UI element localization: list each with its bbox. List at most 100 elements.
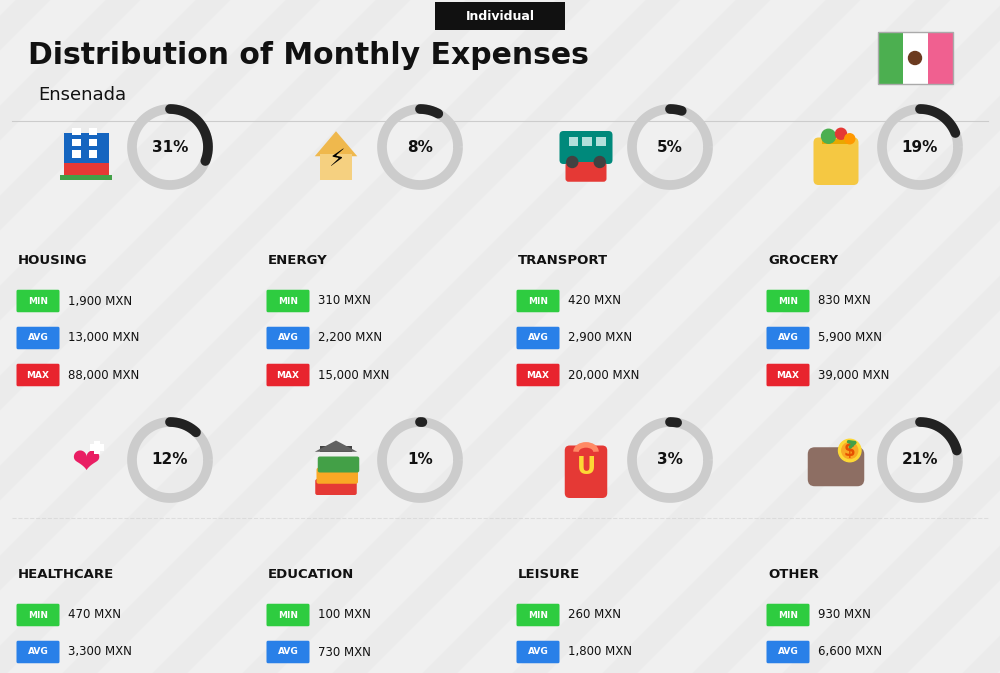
Bar xyxy=(902,32,928,84)
Text: 21%: 21% xyxy=(902,452,938,468)
Circle shape xyxy=(908,52,922,65)
Bar xyxy=(878,32,952,84)
Bar xyxy=(72,127,81,135)
Text: ⚡: ⚡ xyxy=(328,147,344,171)
Bar xyxy=(90,444,104,450)
Text: 5%: 5% xyxy=(657,139,683,155)
Text: 470 MXN: 470 MXN xyxy=(68,608,121,621)
Bar xyxy=(89,139,97,146)
Bar xyxy=(72,139,81,146)
Text: AVG: AVG xyxy=(528,334,548,343)
FancyBboxPatch shape xyxy=(16,290,60,312)
Text: MIN: MIN xyxy=(28,610,48,620)
Text: 310 MXN: 310 MXN xyxy=(318,295,371,308)
FancyBboxPatch shape xyxy=(316,468,358,484)
Text: 5,900 MXN: 5,900 MXN xyxy=(818,332,882,345)
FancyBboxPatch shape xyxy=(808,448,864,487)
Text: 12%: 12% xyxy=(152,452,188,468)
Bar xyxy=(94,441,100,454)
Text: MAX: MAX xyxy=(276,371,300,380)
FancyBboxPatch shape xyxy=(767,604,810,627)
Text: 39,000 MXN: 39,000 MXN xyxy=(818,369,889,382)
Text: AVG: AVG xyxy=(278,334,298,343)
Text: HEALTHCARE: HEALTHCARE xyxy=(18,569,114,581)
Text: GROCERY: GROCERY xyxy=(768,254,838,267)
Text: HOUSING: HOUSING xyxy=(18,254,88,267)
Text: 930 MXN: 930 MXN xyxy=(818,608,871,621)
Circle shape xyxy=(567,157,578,168)
FancyBboxPatch shape xyxy=(315,479,357,495)
Text: ENERGY: ENERGY xyxy=(268,254,328,267)
FancyBboxPatch shape xyxy=(16,604,60,627)
Text: LEISURE: LEISURE xyxy=(518,569,580,581)
FancyBboxPatch shape xyxy=(516,604,560,627)
Text: 13,000 MXN: 13,000 MXN xyxy=(68,332,139,345)
FancyBboxPatch shape xyxy=(767,363,810,386)
Text: AVG: AVG xyxy=(28,647,48,656)
Text: $: $ xyxy=(844,441,856,460)
Text: EDUCATION: EDUCATION xyxy=(268,569,354,581)
Text: AVG: AVG xyxy=(778,334,798,343)
FancyBboxPatch shape xyxy=(266,363,310,386)
Text: 15,000 MXN: 15,000 MXN xyxy=(318,369,389,382)
Text: 830 MXN: 830 MXN xyxy=(818,295,871,308)
FancyBboxPatch shape xyxy=(813,137,858,185)
Polygon shape xyxy=(315,441,357,452)
Bar xyxy=(928,32,952,84)
FancyBboxPatch shape xyxy=(767,327,810,349)
FancyBboxPatch shape xyxy=(16,363,60,386)
Bar xyxy=(596,137,606,146)
Text: MIN: MIN xyxy=(528,297,548,306)
Text: 2,900 MXN: 2,900 MXN xyxy=(568,332,632,345)
FancyBboxPatch shape xyxy=(767,290,810,312)
FancyBboxPatch shape xyxy=(516,327,560,349)
Text: 730 MXN: 730 MXN xyxy=(318,645,371,658)
Text: AVG: AVG xyxy=(28,334,48,343)
Text: MAX: MAX xyxy=(776,371,800,380)
FancyBboxPatch shape xyxy=(566,162,606,182)
Text: Ensenada: Ensenada xyxy=(38,86,126,104)
Text: 1,900 MXN: 1,900 MXN xyxy=(68,295,132,308)
FancyBboxPatch shape xyxy=(560,131,613,164)
Text: Distribution of Monthly Expenses: Distribution of Monthly Expenses xyxy=(28,40,589,69)
Text: 260 MXN: 260 MXN xyxy=(568,608,621,621)
Text: MIN: MIN xyxy=(528,610,548,620)
FancyBboxPatch shape xyxy=(266,327,310,349)
Circle shape xyxy=(842,443,858,458)
Text: MIN: MIN xyxy=(778,610,798,620)
Text: AVG: AVG xyxy=(528,647,548,656)
FancyBboxPatch shape xyxy=(266,290,310,312)
Text: MIN: MIN xyxy=(28,297,48,306)
Text: MAX: MAX xyxy=(26,371,49,380)
Text: 88,000 MXN: 88,000 MXN xyxy=(68,369,139,382)
Text: 420 MXN: 420 MXN xyxy=(568,295,621,308)
Text: 3,300 MXN: 3,300 MXN xyxy=(68,645,132,658)
FancyBboxPatch shape xyxy=(16,327,60,349)
Circle shape xyxy=(838,439,861,462)
Text: MIN: MIN xyxy=(278,297,298,306)
Bar xyxy=(60,175,112,180)
Bar xyxy=(89,127,97,135)
Bar xyxy=(89,150,97,157)
Text: 1,800 MXN: 1,800 MXN xyxy=(568,645,632,658)
FancyBboxPatch shape xyxy=(767,641,810,664)
Bar xyxy=(320,153,352,180)
FancyBboxPatch shape xyxy=(266,641,310,664)
Circle shape xyxy=(845,134,855,144)
Bar xyxy=(64,162,109,180)
Text: Individual: Individual xyxy=(466,9,534,22)
Text: 3%: 3% xyxy=(657,452,683,468)
Circle shape xyxy=(822,129,836,143)
Text: 31%: 31% xyxy=(152,139,188,155)
Text: 19%: 19% xyxy=(902,139,938,155)
FancyBboxPatch shape xyxy=(318,456,359,472)
FancyBboxPatch shape xyxy=(516,641,560,664)
Text: MIN: MIN xyxy=(778,297,798,306)
Text: OTHER: OTHER xyxy=(768,569,819,581)
Text: AVG: AVG xyxy=(278,647,298,656)
Bar xyxy=(568,137,578,146)
Bar xyxy=(878,32,902,84)
Text: 100 MXN: 100 MXN xyxy=(318,608,371,621)
Text: TRANSPORT: TRANSPORT xyxy=(518,254,608,267)
FancyBboxPatch shape xyxy=(266,604,310,627)
